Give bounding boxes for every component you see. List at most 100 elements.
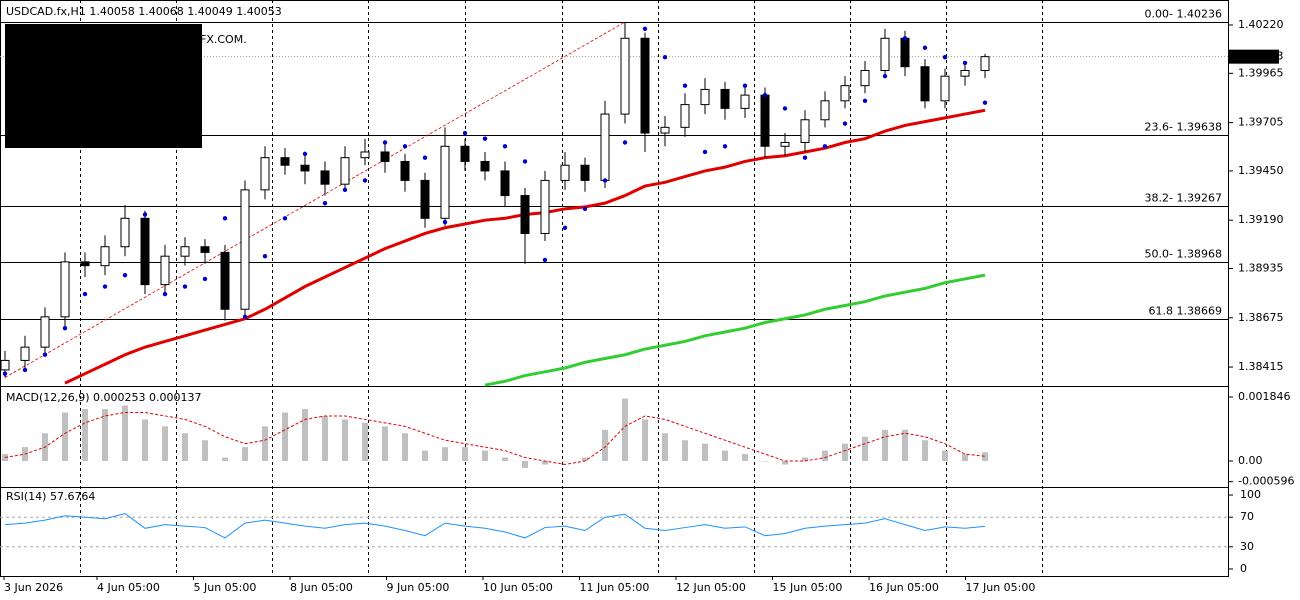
grid <box>80 0 1043 576</box>
x-tick-label: 17 Jun 05:00 <box>966 581 1036 594</box>
candle-body <box>160 255 170 286</box>
candle-body <box>340 157 350 185</box>
sar-dot <box>942 55 948 60</box>
macd-bar <box>502 457 508 462</box>
sar-dot <box>802 155 808 160</box>
sar-dot <box>622 140 628 145</box>
candle-body <box>620 37 630 115</box>
candle-body <box>80 261 90 267</box>
candle-body <box>900 37 910 68</box>
macd-bar <box>942 450 948 462</box>
info-line: Current spread: 15 <box>12 84 175 102</box>
candle-body <box>660 126 670 134</box>
sar-dot <box>382 140 388 145</box>
macd-bar <box>722 450 728 462</box>
sar-dot <box>982 100 988 105</box>
macd-bar <box>82 409 88 462</box>
candle-body <box>40 316 50 348</box>
x-tick-label: 5 Jun 05:00 <box>194 581 257 594</box>
candle-body <box>940 75 950 102</box>
sar-dot <box>582 206 588 212</box>
macd-bar <box>682 440 688 462</box>
candle-body <box>740 94 750 109</box>
sar-dot <box>262 253 268 259</box>
moving-average <box>484 273 986 387</box>
fib-label: 38.2- 1.39267 <box>1145 192 1222 205</box>
macd-bar <box>342 419 348 462</box>
macd-bar <box>622 398 628 462</box>
macd-bar <box>442 447 448 462</box>
candle-body <box>300 164 310 172</box>
sar-dot <box>822 144 828 149</box>
sar-dot <box>222 216 228 221</box>
macd-bar <box>642 419 648 462</box>
candle-body <box>240 189 250 310</box>
macd-bar <box>302 409 308 462</box>
candle-body <box>500 170 510 197</box>
macd-bar <box>962 454 968 462</box>
sar-dot <box>962 60 968 66</box>
x-tick-label: 15 Jun 05:00 <box>773 581 843 594</box>
sar-dot <box>42 352 48 357</box>
rsi-y-tick-label: 100 <box>1240 488 1261 501</box>
macd-bar <box>122 405 128 462</box>
macd-y-tick-label: 0.00 <box>1238 454 1263 467</box>
y-tick-label: 1.39965 <box>1238 66 1284 79</box>
info-line: Buy Swap: -2.70 <box>12 54 147 72</box>
info-line: Lot 1.00: 0.71 <box>12 130 138 148</box>
macd-bar <box>402 433 408 462</box>
sar-dot <box>642 26 648 32</box>
sar-dot <box>482 136 488 141</box>
sar-dot <box>502 144 508 149</box>
main-pane: 0.00- 1.40236 23.6- 1.39638 38.2- 1.39267 5… <box>0 8 1228 387</box>
sar-dot <box>62 326 68 331</box>
candle-body <box>140 217 150 286</box>
fib-label: 0.00- 1.40236 <box>1145 8 1222 21</box>
macd-y-tick-label: -0.000596 <box>1238 475 1294 488</box>
sar-dot <box>322 200 328 206</box>
info-line: Leverage: 1:1000 <box>12 39 157 57</box>
rsi-y-tick-label: 70 <box>1240 510 1254 523</box>
candle-body <box>700 88 710 106</box>
candle-body <box>260 157 270 191</box>
sar-dot <box>522 159 528 164</box>
candle-body <box>840 85 850 102</box>
macd-bar <box>322 415 328 462</box>
macd-bar <box>842 443 848 462</box>
candle-body <box>720 88 730 109</box>
x-tick-label: 12 Jun 05:00 <box>676 581 746 594</box>
candle-body <box>600 113 610 181</box>
rsi-label: RSI(14) 57.6764 <box>6 490 95 503</box>
candle-body <box>640 37 650 134</box>
sar-dot <box>862 98 868 104</box>
sar-dot <box>542 257 548 263</box>
x-tick-label: 3 Jun 2026 <box>4 581 63 594</box>
macd-bar <box>742 454 748 462</box>
candle-body <box>400 160 410 181</box>
macd-bar <box>142 419 148 462</box>
macd-bar <box>762 461 768 462</box>
sar-dot <box>562 225 568 230</box>
macd-bar <box>102 409 108 462</box>
sar-dot <box>702 149 708 155</box>
rsi-y-tick-label: 30 <box>1240 540 1254 553</box>
macd-bar <box>262 426 268 462</box>
x-tick-label: 16 Jun 05:00 <box>869 581 939 594</box>
macd-bar <box>362 422 368 462</box>
sar-dot <box>162 291 168 297</box>
sar-dot <box>242 314 248 320</box>
sar-dot <box>882 73 888 79</box>
x-tick-label: 11 Jun 05:00 <box>580 581 650 594</box>
candle-body <box>820 100 830 121</box>
y-tick-label: 1.39450 <box>1238 164 1284 177</box>
info-line: 10:08:49 <box>12 24 84 42</box>
macd-bar <box>822 450 828 462</box>
candle-body <box>460 145 470 162</box>
macd-bar <box>282 412 288 462</box>
candle-body <box>960 69 970 77</box>
macd-bar <box>882 429 888 462</box>
rsi-y-tick-label: 0 <box>1240 562 1247 575</box>
macd-bar <box>922 440 928 462</box>
macd-y-tick-label: 0.001846 <box>1238 390 1291 403</box>
sar-dot <box>902 36 908 41</box>
